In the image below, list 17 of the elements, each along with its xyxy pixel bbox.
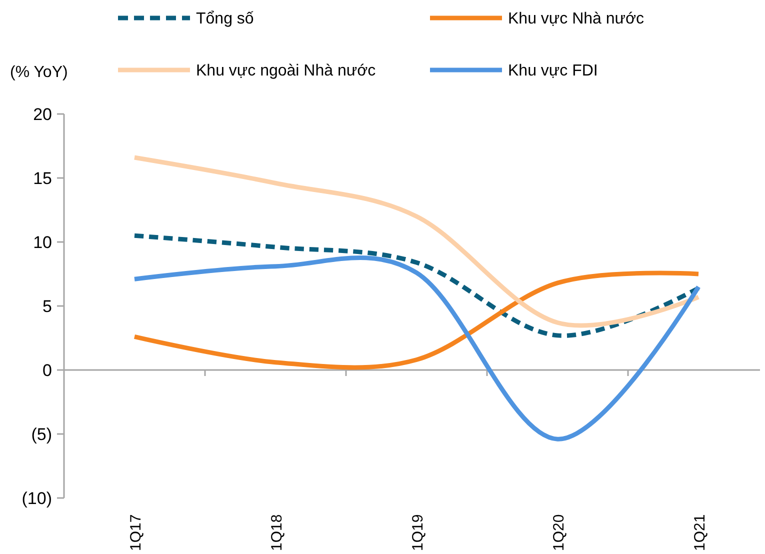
y-tick-label: 10 <box>33 232 52 252</box>
y-tick-label: 15 <box>33 168 52 188</box>
x-tick-label: 1Q20 <box>550 514 568 551</box>
x-tick-label: 1Q19 <box>410 514 426 551</box>
y-tick-label: 20 <box>33 104 52 124</box>
legend-label: Khu vực ngoài Nhà nước <box>196 62 376 80</box>
x-tick-label: 1Q18 <box>268 514 286 551</box>
y-tick-label: (10) <box>22 488 52 508</box>
y-tick-label: 0 <box>42 360 52 380</box>
legend-label: Khu vực FDI <box>508 62 598 80</box>
legend-label: Tổng số <box>196 10 254 28</box>
y-tick-label: 5 <box>42 296 52 316</box>
y-tick-label: (5) <box>31 424 52 444</box>
legend-label: Khu vực Nhà nước <box>508 10 644 28</box>
x-tick-label: 1Q21 <box>692 514 708 551</box>
x-tick-label: 1Q17 <box>128 514 144 551</box>
y-axis-title: (% YoY) <box>10 64 68 81</box>
